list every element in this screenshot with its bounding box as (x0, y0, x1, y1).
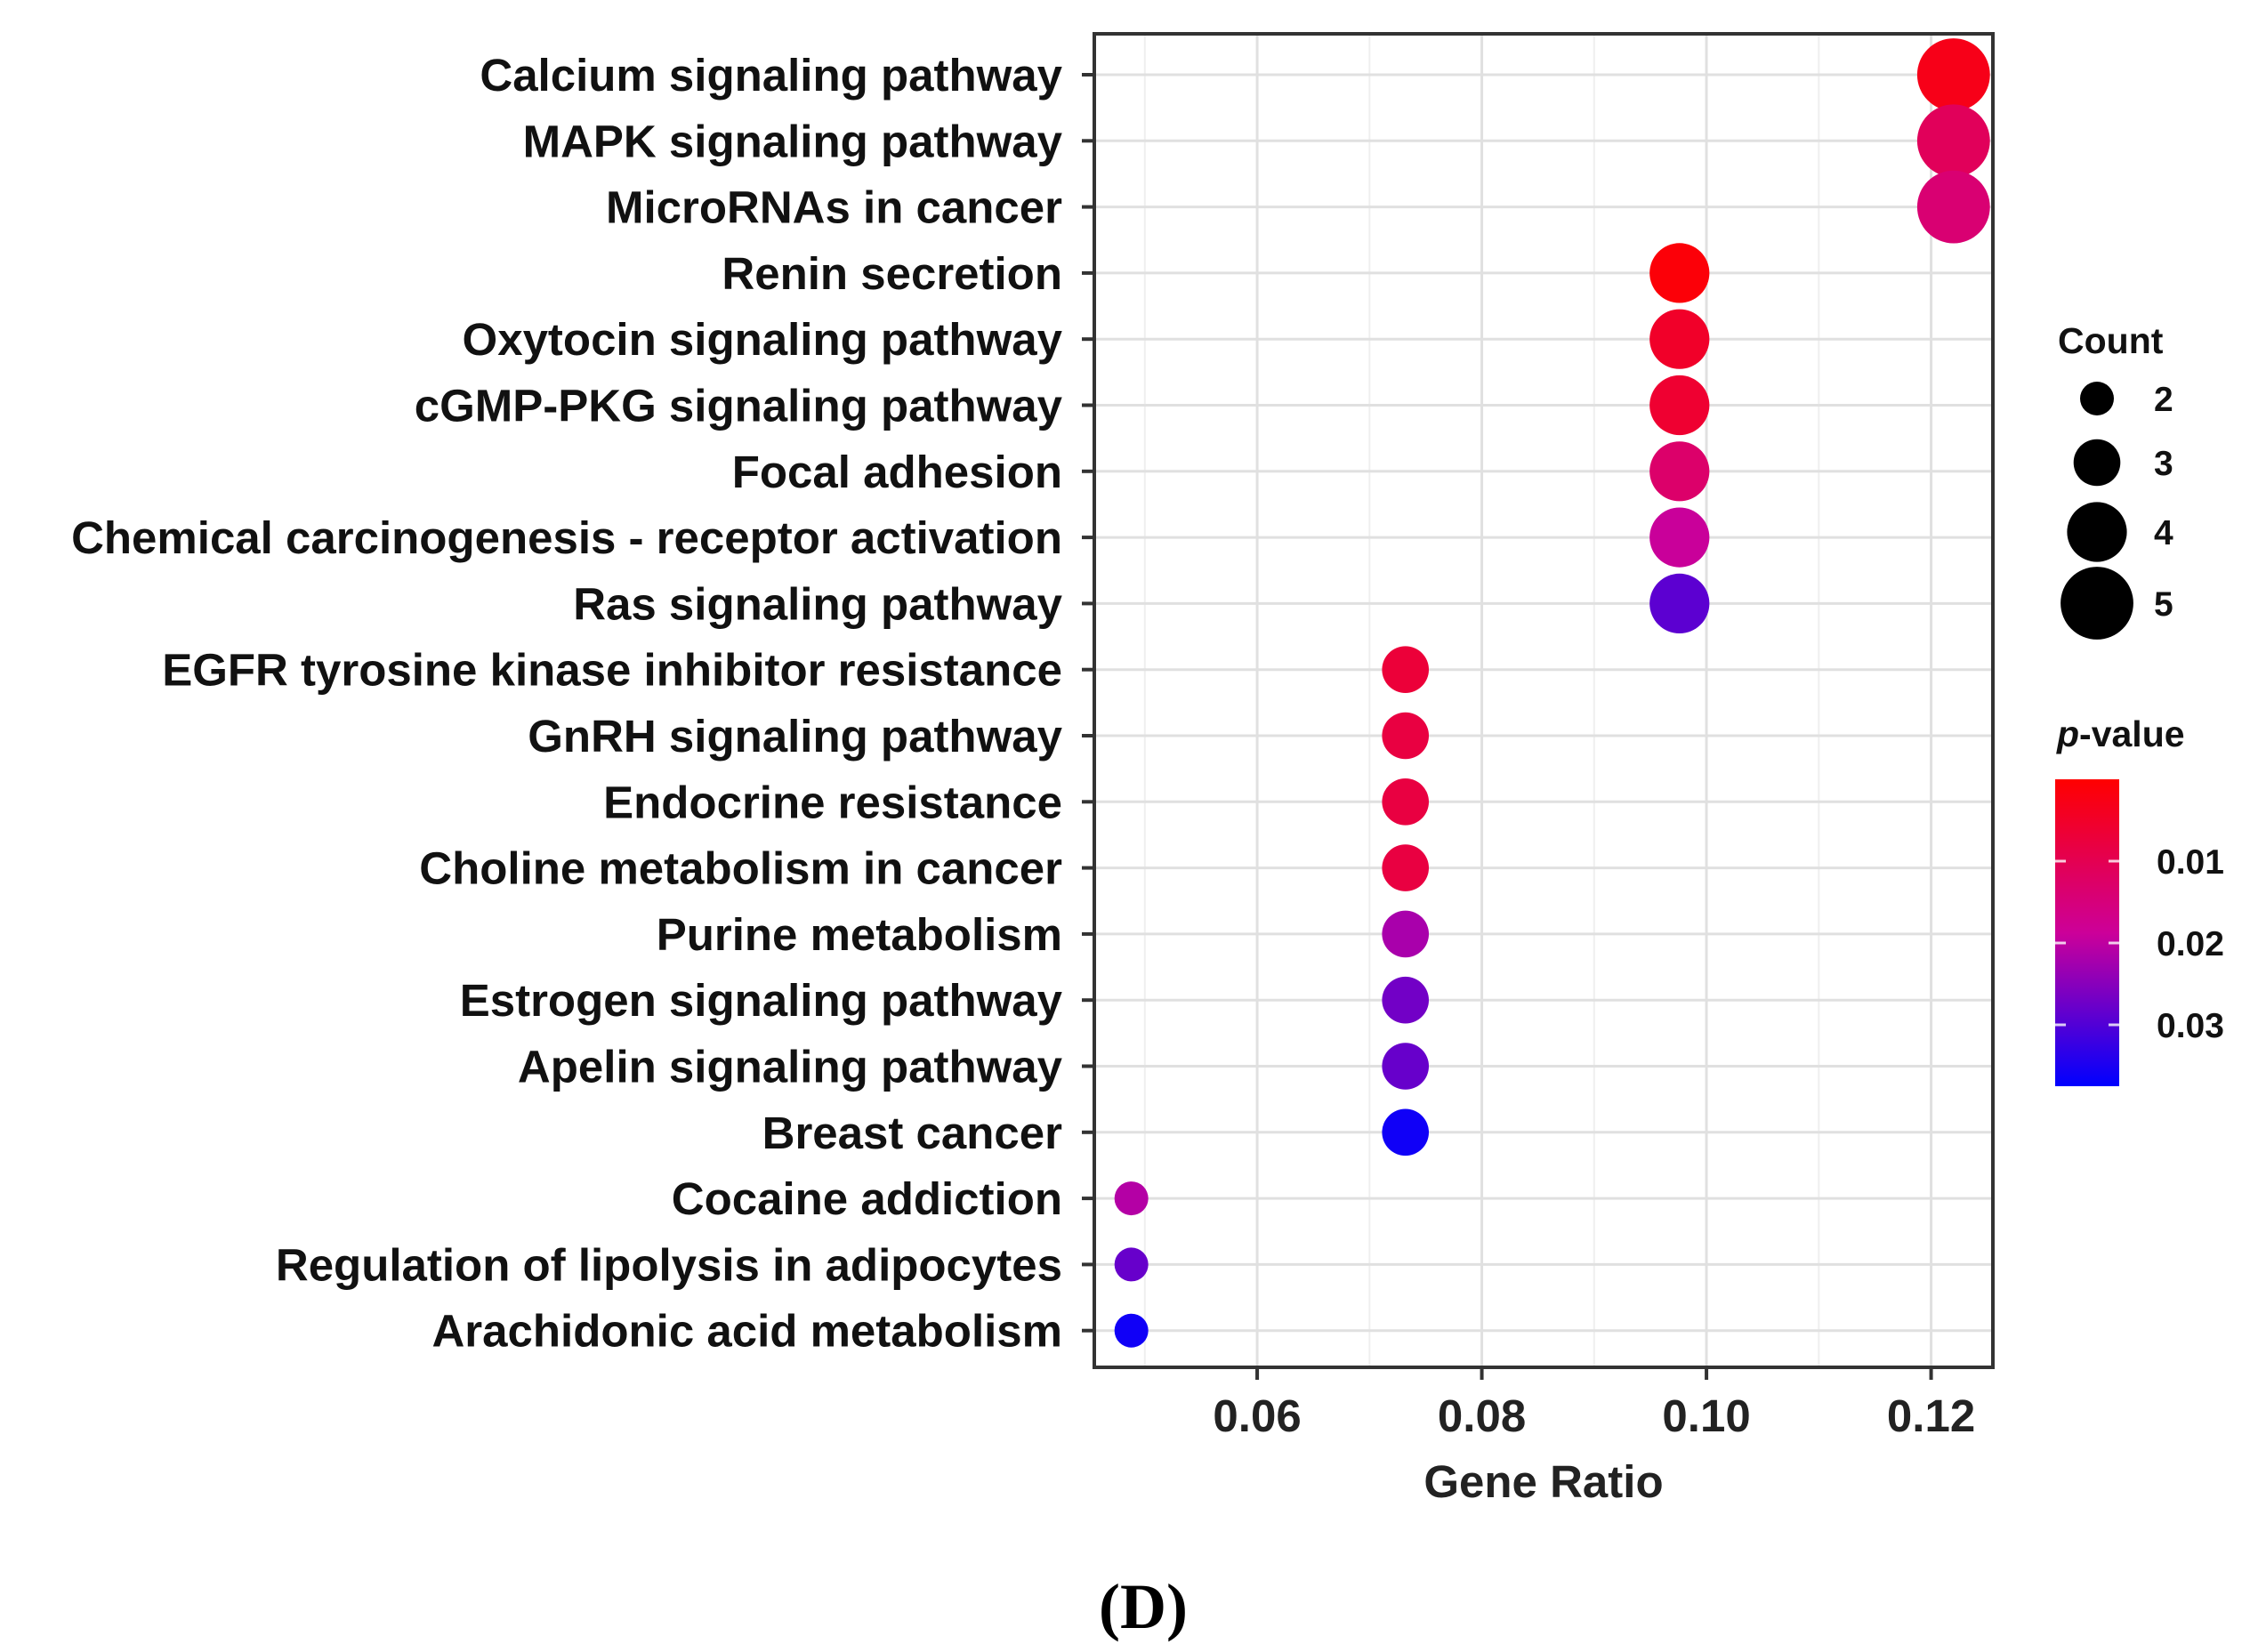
size-legend-title: Count (2058, 320, 2164, 361)
size-legend-label: 5 (2154, 585, 2173, 624)
axis-ticks (1082, 73, 1933, 1380)
data-point (1382, 778, 1430, 826)
data-point (1114, 1247, 1149, 1282)
color-legend-title-italic: p (2056, 713, 2079, 754)
category-label: Oxytocin signaling pathway (463, 314, 1063, 365)
size-legend-key (2073, 439, 2121, 487)
x-tick-label: 0.12 (1887, 1390, 1975, 1441)
data-point (1649, 309, 1710, 369)
panel-label: (D) (1099, 1571, 1188, 1642)
data-point (1916, 38, 1990, 111)
size-legend-label: 2 (2154, 381, 2173, 419)
data-point (1382, 844, 1430, 891)
category-label: Purine metabolism (657, 909, 1062, 960)
data-point (1916, 104, 1990, 178)
data-point (1382, 712, 1430, 760)
category-label: Estrogen signaling pathway (460, 975, 1063, 1026)
category-label: cGMP-PKG signaling pathway (415, 381, 1063, 431)
color-legend-label: 0.01 (2157, 843, 2224, 882)
data-point (1382, 910, 1430, 958)
category-label: Breast cancer (762, 1108, 1063, 1158)
data-point (1382, 976, 1430, 1024)
data-point (1649, 375, 1710, 436)
size-legend: Count 2 3 4 5 (2058, 320, 2173, 640)
size-legend-key (2080, 382, 2114, 415)
data-points (1114, 38, 1990, 1348)
grid-lines (1094, 34, 1993, 1367)
x-tick-labels: 0.06 0.08 0.10 0.12 (1213, 1390, 1975, 1441)
data-point (1382, 1043, 1430, 1090)
color-legend-title: p-value (2056, 713, 2185, 754)
category-label: Ras signaling pathway (573, 578, 1062, 629)
data-point (1916, 170, 1990, 244)
category-label: Arachidonic acid metabolism (431, 1306, 1062, 1357)
size-legend-key (2067, 502, 2127, 562)
color-legend-label: 0.03 (2157, 1007, 2224, 1045)
data-point (1114, 1313, 1149, 1348)
color-legend-label: 0.02 (2157, 925, 2224, 963)
category-label: Renin secretion (722, 248, 1062, 299)
color-legend: p-value 0.01 0.02 0.03 (2055, 713, 2224, 1086)
category-label: Focal adhesion (732, 447, 1062, 497)
category-label: Chemical carcinogenesis - receptor activ… (71, 512, 1062, 563)
x-tick-label: 0.10 (1662, 1390, 1750, 1441)
category-labels: Calcium signaling pathway MAPK signaling … (71, 50, 1063, 1357)
color-legend-bar (2055, 779, 2119, 1086)
x-axis-title: Gene Ratio (1423, 1456, 1663, 1507)
data-point (1649, 573, 1710, 634)
category-label: Cocaine addiction (672, 1173, 1062, 1224)
data-point (1649, 441, 1710, 502)
data-point (1382, 646, 1430, 693)
size-legend-label: 4 (2154, 514, 2173, 552)
category-label: MicroRNAs in cancer (606, 182, 1062, 233)
category-label: Apelin signaling pathway (518, 1042, 1063, 1092)
size-legend-key (2060, 567, 2133, 640)
plot-panel-border (1093, 32, 1995, 1369)
category-label: MAPK signaling pathway (523, 116, 1063, 166)
category-label: Choline metabolism in cancer (419, 843, 1062, 894)
color-legend-title-rest: -value (2079, 713, 2185, 754)
data-point (1114, 1181, 1149, 1216)
data-point (1649, 507, 1710, 568)
category-label: Calcium signaling pathway (480, 50, 1062, 101)
category-label: Endocrine resistance (603, 777, 1062, 827)
data-point (1382, 1108, 1430, 1156)
category-label: EGFR tyrosine kinase inhibitor resistanc… (162, 645, 1062, 696)
category-label: Regulation of lipolysis in adipocytes (276, 1239, 1062, 1290)
category-label: GnRH signaling pathway (528, 711, 1062, 762)
data-point (1649, 243, 1710, 303)
x-tick-label: 0.08 (1438, 1390, 1526, 1441)
size-legend-label: 3 (2154, 445, 2173, 483)
x-tick-label: 0.06 (1213, 1390, 1301, 1441)
